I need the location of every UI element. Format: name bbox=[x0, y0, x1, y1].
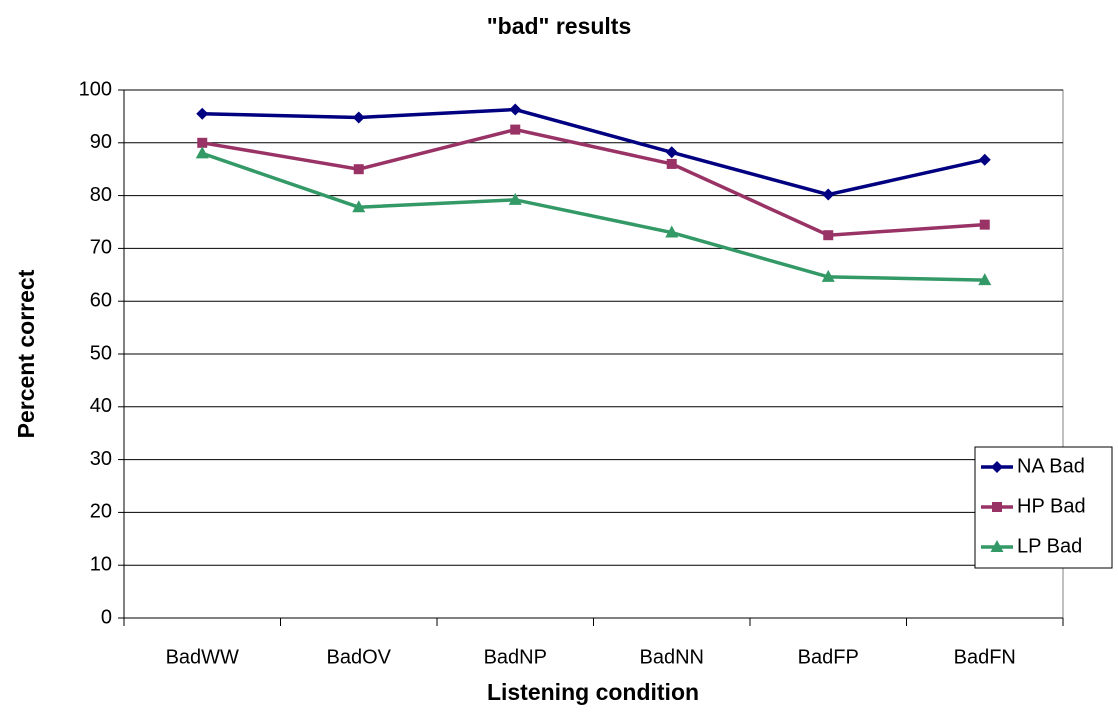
y-tick-label: 80 bbox=[90, 184, 112, 206]
x-axis-label: Listening condition bbox=[487, 679, 699, 705]
y-tick-label: 0 bbox=[101, 606, 112, 628]
y-axis-label: Percent correct bbox=[13, 269, 39, 438]
y-tick-label: 70 bbox=[90, 237, 112, 259]
y-tick-label: 40 bbox=[90, 395, 112, 417]
x-tick-label: BadFP bbox=[798, 646, 859, 668]
y-tick-label: 10 bbox=[90, 553, 112, 575]
marker bbox=[353, 164, 364, 175]
marker bbox=[978, 153, 991, 166]
marker bbox=[823, 230, 834, 241]
x-tick-label: BadNN bbox=[640, 646, 704, 668]
marker bbox=[821, 269, 835, 282]
legend-label: NA Bad bbox=[1017, 455, 1085, 477]
marker bbox=[665, 146, 678, 159]
x-tick-label: BadFN bbox=[954, 646, 1016, 668]
marker bbox=[509, 103, 522, 116]
y-tick-label: 60 bbox=[90, 289, 112, 311]
y-tick-label: 90 bbox=[90, 131, 112, 153]
chart-title: "bad" results bbox=[487, 13, 632, 39]
series-line bbox=[202, 107, 986, 197]
marker bbox=[666, 158, 677, 169]
x-tick-label: BadWW bbox=[166, 646, 239, 668]
x-tick-label: BadOV bbox=[327, 646, 392, 668]
y-tick-label: 50 bbox=[90, 342, 112, 364]
marker bbox=[352, 200, 366, 213]
legend-label: HP Bad bbox=[1017, 495, 1086, 517]
marker bbox=[991, 461, 1003, 473]
marker bbox=[979, 219, 990, 230]
marker bbox=[195, 146, 209, 159]
marker bbox=[978, 273, 992, 286]
marker bbox=[508, 192, 522, 205]
marker bbox=[990, 540, 1004, 552]
y-tick-label: 20 bbox=[90, 501, 112, 523]
marker bbox=[992, 502, 1002, 512]
x-tick-label: BadNP bbox=[484, 646, 547, 668]
legend-label: LP Bad bbox=[1017, 535, 1082, 557]
marker bbox=[196, 107, 209, 120]
marker bbox=[822, 188, 835, 201]
marker bbox=[352, 111, 365, 124]
marker bbox=[197, 137, 208, 148]
y-tick-label: 100 bbox=[79, 78, 112, 100]
marker bbox=[665, 225, 679, 238]
series-line bbox=[201, 151, 985, 282]
y-tick-label: 30 bbox=[90, 448, 112, 470]
series-line bbox=[201, 127, 985, 237]
marker bbox=[510, 124, 521, 135]
